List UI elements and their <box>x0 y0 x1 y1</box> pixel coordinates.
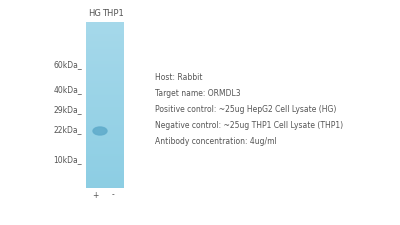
Text: 40kDa_: 40kDa_ <box>53 86 82 94</box>
Text: Antibody concentration: 4ug/ml: Antibody concentration: 4ug/ml <box>155 137 277 146</box>
Text: THP1: THP1 <box>102 9 124 18</box>
Text: Positive control: ~25ug HepG2 Cell Lysate (HG): Positive control: ~25ug HepG2 Cell Lysat… <box>155 106 336 115</box>
Text: Negative control: ~25ug THP1 Cell Lysate (THP1): Negative control: ~25ug THP1 Cell Lysate… <box>155 122 343 130</box>
Text: HG: HG <box>88 9 102 18</box>
Text: 10kDa_: 10kDa_ <box>53 155 82 164</box>
Text: -: - <box>112 191 114 200</box>
Text: +: + <box>92 191 98 200</box>
Text: Host: Rabbit: Host: Rabbit <box>155 74 202 83</box>
Ellipse shape <box>93 127 107 135</box>
Text: 29kDa_: 29kDa_ <box>53 106 82 115</box>
Text: 22kDa_: 22kDa_ <box>54 126 82 135</box>
Text: Target name: ORMDL3: Target name: ORMDL3 <box>155 90 241 99</box>
Text: 60kDa_: 60kDa_ <box>53 61 82 70</box>
